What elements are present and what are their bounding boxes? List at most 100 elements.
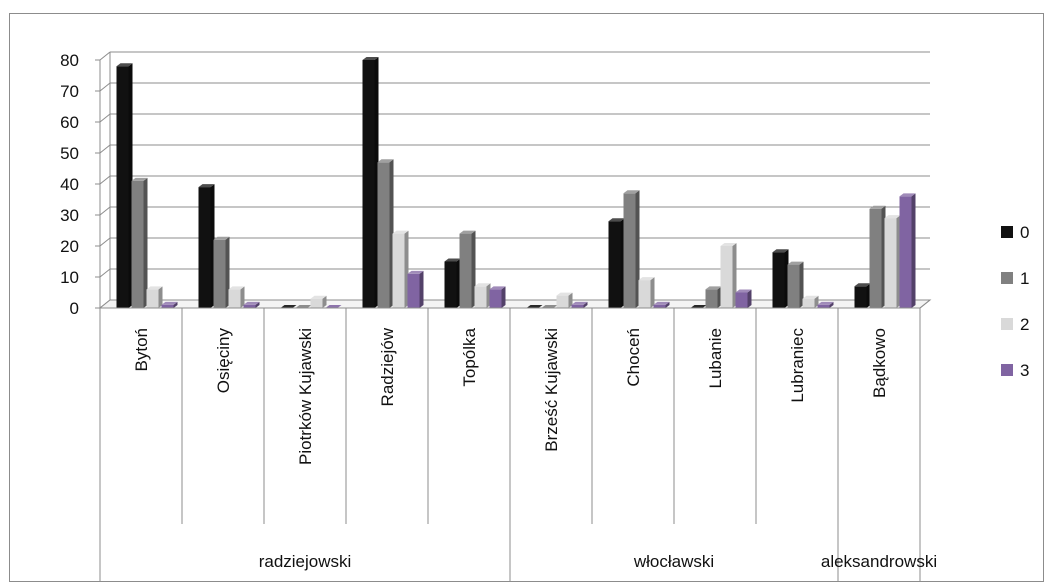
x-group-label: radziejowski <box>259 552 352 571</box>
gridline-side <box>99 144 111 154</box>
bar <box>787 261 804 308</box>
bar <box>131 177 148 308</box>
bar <box>690 305 707 308</box>
bar-top <box>310 295 327 299</box>
x-category-label: Brześć Kujawski <box>542 328 561 452</box>
legend-swatch <box>1001 272 1013 284</box>
bar <box>310 295 327 308</box>
bar <box>295 305 312 308</box>
bar-top <box>377 159 394 163</box>
bar-front <box>735 292 748 308</box>
bar-top <box>735 289 752 293</box>
bar-top <box>899 193 916 197</box>
bar <box>392 230 409 308</box>
bar-side <box>747 289 752 308</box>
bar-front <box>869 208 882 308</box>
bar <box>556 292 573 308</box>
bar <box>444 258 461 308</box>
bar-side <box>143 177 148 308</box>
bar-top <box>161 301 178 305</box>
legend-swatch <box>1001 318 1013 330</box>
bar-front <box>228 289 241 308</box>
bar-top <box>556 292 573 296</box>
bar <box>638 277 655 308</box>
bar-top <box>325 305 342 308</box>
legend-label: 3 <box>1020 361 1029 380</box>
bar-front <box>407 273 420 308</box>
legend-label: 1 <box>1020 269 1029 288</box>
bar-front <box>213 239 226 308</box>
bar <box>817 301 834 308</box>
x-group-label: aleksandrowski <box>821 552 937 571</box>
bar-front <box>608 221 621 308</box>
bar-top <box>362 57 379 60</box>
y-tick-label: 70 <box>60 82 79 101</box>
bar-top <box>392 230 409 234</box>
legend-label: 0 <box>1020 223 1029 242</box>
bar <box>213 236 230 308</box>
x-category-label: Topólka <box>460 327 479 386</box>
bar <box>325 305 342 308</box>
bar <box>459 230 476 308</box>
bar-top <box>526 305 543 308</box>
bar-top <box>638 277 655 281</box>
x-category-label: Lubanie <box>706 328 725 389</box>
bar-top <box>474 283 491 287</box>
bar-side <box>799 261 804 308</box>
legend-swatch <box>1001 364 1013 376</box>
bar-top <box>787 261 804 265</box>
bar-top <box>116 63 133 67</box>
bar-side <box>732 243 737 308</box>
gridline-side <box>99 175 111 185</box>
bar-top <box>869 205 886 209</box>
bar-top <box>489 286 506 290</box>
bar <box>571 301 588 308</box>
bar <box>489 286 506 308</box>
bar-front <box>899 196 912 308</box>
y-tick-label: 10 <box>60 268 79 287</box>
gridline-side <box>99 82 111 92</box>
bar <box>407 270 424 308</box>
bar <box>608 218 625 308</box>
x-category-label: Radziejów <box>378 327 397 406</box>
bar-front <box>802 298 815 308</box>
bar-top <box>228 286 245 290</box>
bar-side <box>173 301 178 308</box>
bar-side <box>158 286 163 308</box>
bar <box>377 159 394 308</box>
x-group-label: włocławski <box>633 552 714 571</box>
bar-front <box>571 304 584 308</box>
x-category-label: Piotrków Kujawski <box>296 328 315 465</box>
y-tick-label: 50 <box>60 144 79 163</box>
bar-front <box>653 304 666 308</box>
bar-front <box>310 298 323 308</box>
bar <box>541 305 558 308</box>
bar-front <box>377 162 390 308</box>
bar-front <box>392 233 405 308</box>
y-tick-label: 20 <box>60 237 79 256</box>
bar-front <box>720 246 733 308</box>
bar-side <box>583 301 588 308</box>
bar <box>280 305 297 308</box>
bar-front <box>638 280 651 308</box>
legend-swatch <box>1001 226 1013 238</box>
bar-top <box>407 270 424 274</box>
bar-front <box>131 180 144 308</box>
bar-top <box>146 286 163 290</box>
bar-front <box>884 218 897 308</box>
bar-top <box>802 295 819 299</box>
gridline-side <box>99 113 111 123</box>
bar-side <box>240 286 245 308</box>
bar-top <box>623 190 640 194</box>
bar-top <box>444 258 461 262</box>
bar-side <box>419 270 424 308</box>
bar-top <box>690 305 707 308</box>
bar <box>161 301 178 308</box>
gridline-side <box>99 206 111 216</box>
bar-side <box>635 190 640 308</box>
bar-top <box>295 305 312 308</box>
bar-front <box>489 289 502 308</box>
x-category-label: Bądkowo <box>870 328 889 398</box>
bar-front <box>362 60 375 308</box>
